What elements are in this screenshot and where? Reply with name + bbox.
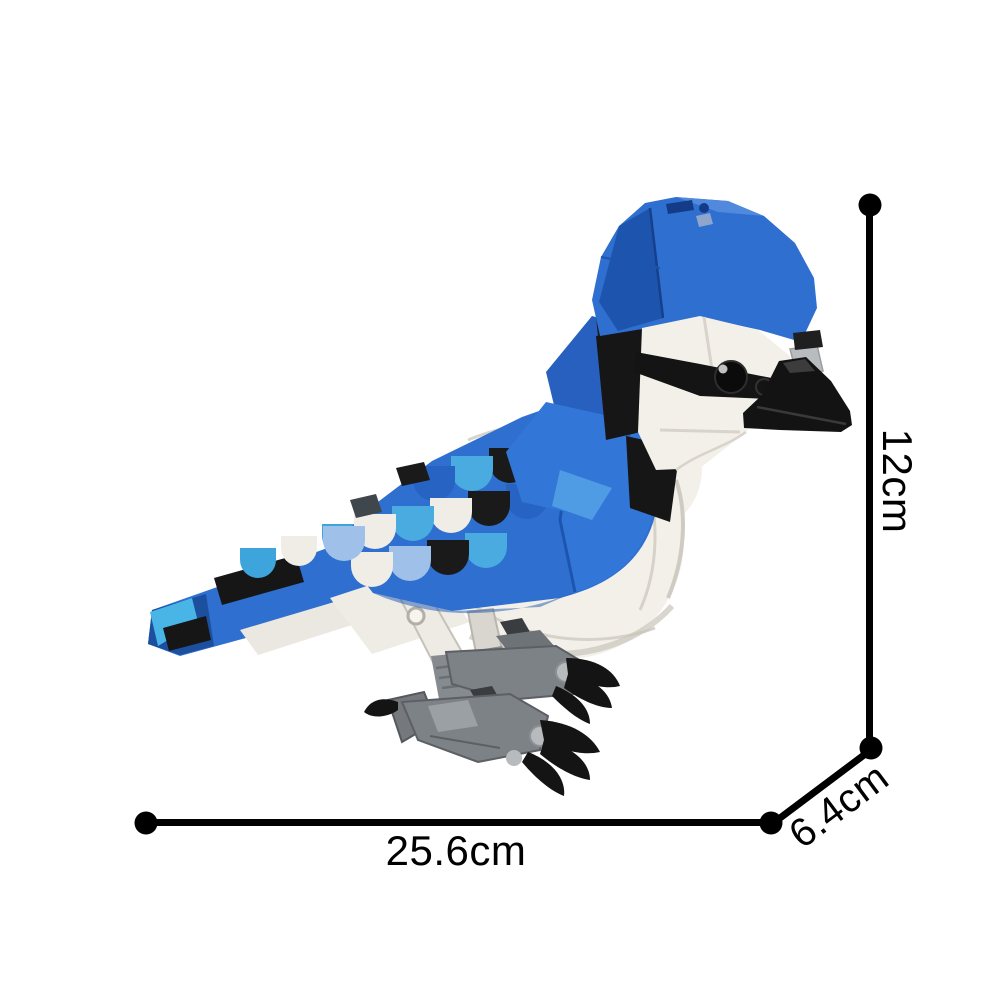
dimension-endpoint-dot [134, 811, 158, 835]
back-foot [444, 618, 620, 724]
beak [743, 357, 852, 432]
width-dimension-line [146, 819, 771, 826]
height-dimension-label: 12cm [874, 428, 921, 534]
eye-stripe [634, 352, 792, 400]
dimension-endpoint-dot [859, 736, 883, 760]
head [592, 197, 852, 472]
dimension-endpoint-dot [759, 811, 783, 835]
height-dimension-line [866, 205, 873, 748]
front-foot [364, 686, 600, 796]
dimension-endpoint-dot [858, 193, 882, 217]
width-dimension-label: 25.6cm [385, 827, 527, 874]
feet [364, 618, 620, 796]
